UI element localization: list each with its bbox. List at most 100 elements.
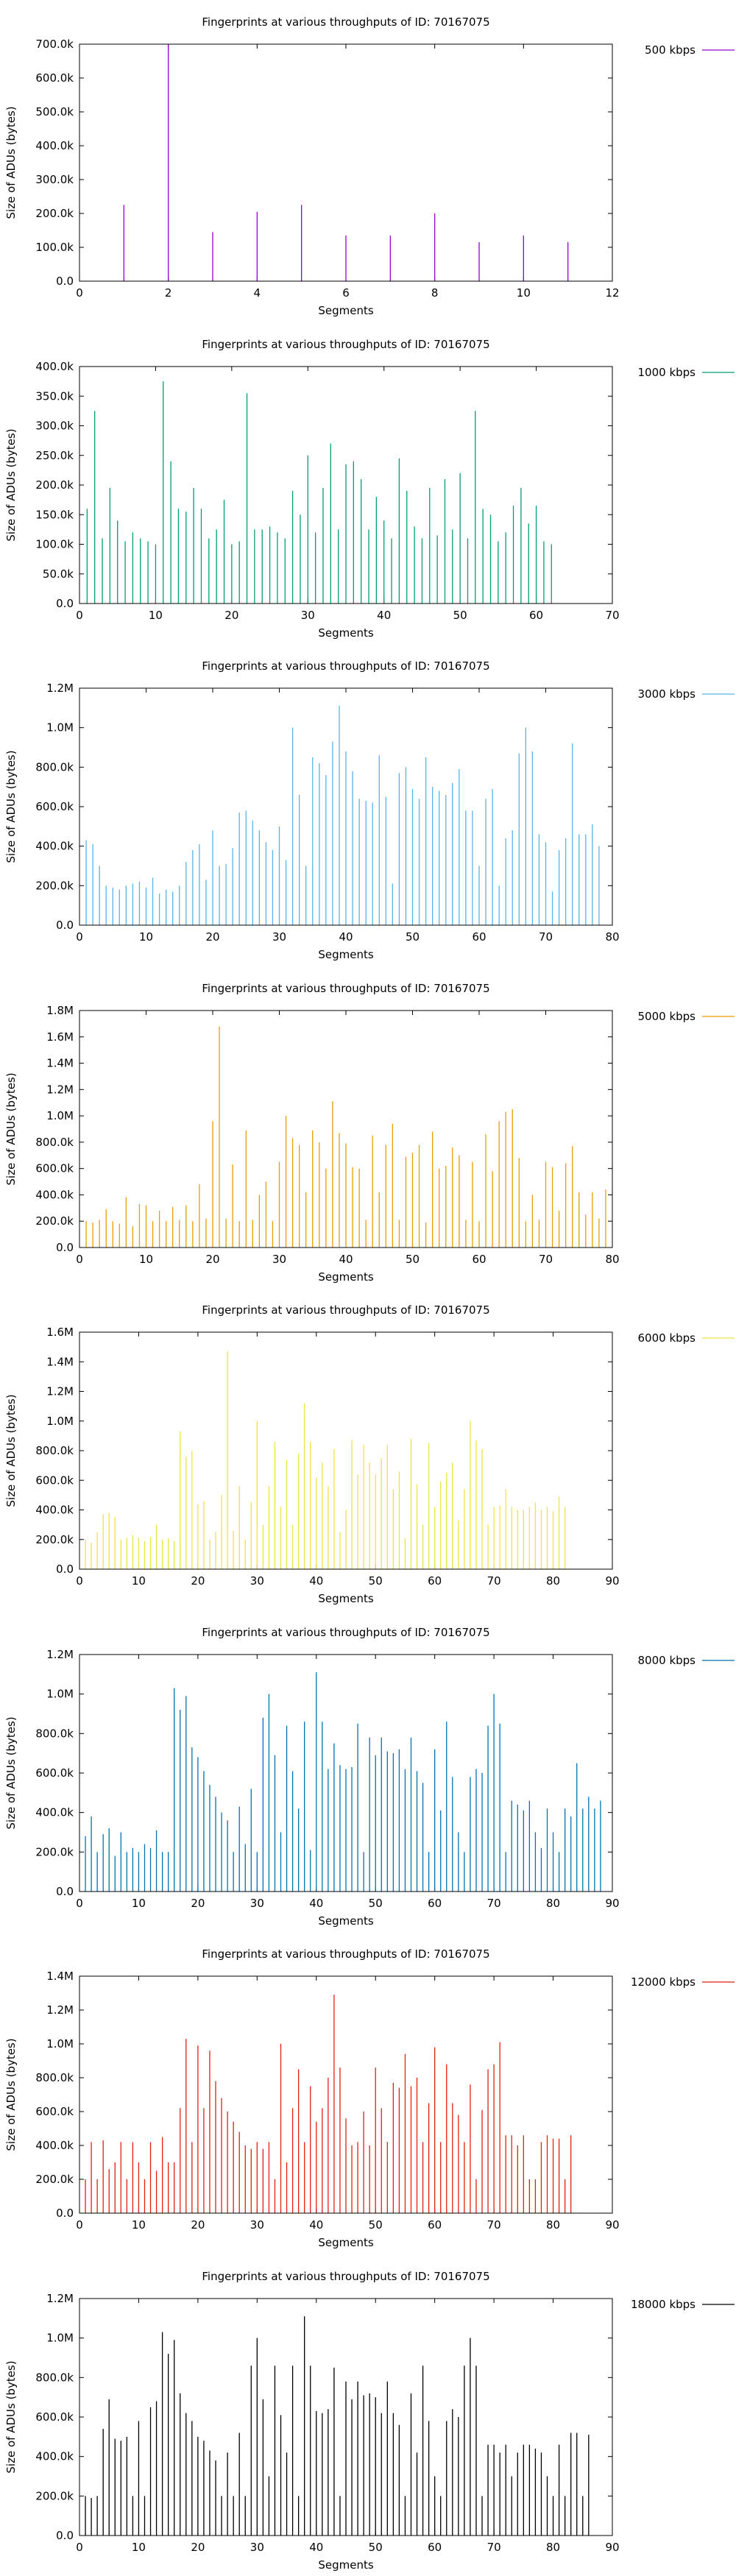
y-tick-label: 400.0k xyxy=(35,1805,74,1819)
y-tick-label: 600.0k xyxy=(35,1766,74,1780)
x-tick-label: 10 xyxy=(132,1574,146,1588)
y-axis-label: Size of ADUs (bytes) xyxy=(4,1394,18,1507)
y-axis-label: Size of ADUs (bytes) xyxy=(4,1072,18,1185)
x-tick-label: 90 xyxy=(605,1897,619,1910)
x-tick-label: 70 xyxy=(487,1897,501,1910)
y-tick-label: 1.0M xyxy=(46,1109,74,1122)
x-tick-label: 70 xyxy=(605,609,619,622)
y-tick-label: 1.2M xyxy=(46,2003,74,2017)
y-tick-label: 1.4M xyxy=(46,1355,74,1368)
x-tick-label: 12 xyxy=(605,286,619,300)
x-tick-label: 0 xyxy=(76,2541,83,2554)
y-tick-label: 200.0k xyxy=(35,478,74,492)
x-tick-label: 10 xyxy=(517,286,531,300)
y-tick-label: 800.0k xyxy=(35,2371,74,2384)
x-tick-label: 60 xyxy=(529,609,543,622)
y-tick-label: 0.0 xyxy=(56,275,74,288)
y-tick-label: 150.0k xyxy=(35,508,74,521)
x-tick-label: 70 xyxy=(487,2218,501,2232)
chart-panel: Fingerprints at various throughputs of I… xyxy=(4,338,735,640)
x-tick-label: 40 xyxy=(339,930,353,944)
y-tick-label: 1.2M xyxy=(46,1385,74,1398)
x-tick-label: 80 xyxy=(546,2541,560,2554)
x-tick-label: 60 xyxy=(428,1897,442,1910)
x-tick-label: 20 xyxy=(191,2541,205,2554)
x-tick-label: 40 xyxy=(309,1897,323,1910)
x-tick-label: 50 xyxy=(453,609,467,622)
y-axis-label: Size of ADUs (bytes) xyxy=(4,1716,18,1829)
y-tick-label: 400.0k xyxy=(35,1504,74,1517)
x-tick-label: 10 xyxy=(132,2541,146,2554)
x-tick-label: 80 xyxy=(546,2218,560,2232)
y-tick-label: 1.4M xyxy=(46,1970,74,1983)
chart-title: Fingerprints at various throughputs of I… xyxy=(202,659,489,673)
y-tick-label: 800.0k xyxy=(35,760,74,774)
x-tick-label: 90 xyxy=(605,2218,619,2232)
x-tick-label: 40 xyxy=(309,2541,323,2554)
y-tick-label: 200.0k xyxy=(35,207,74,220)
x-axis-label: Segments xyxy=(318,1270,374,1284)
chart-title: Fingerprints at various throughputs of I… xyxy=(202,1947,489,1961)
y-tick-label: 200.0k xyxy=(35,879,74,892)
y-tick-label: 0.0 xyxy=(56,597,74,610)
y-tick-label: 600.0k xyxy=(35,800,74,813)
chart-panel: Fingerprints at various throughputs of I… xyxy=(4,659,735,961)
y-tick-label: 250.0k xyxy=(35,448,74,461)
y-tick-label: 350.0k xyxy=(35,389,74,403)
x-tick-label: 70 xyxy=(487,2541,501,2554)
y-tick-label: 300.0k xyxy=(35,173,74,186)
x-tick-label: 20 xyxy=(205,930,219,944)
x-tick-label: 30 xyxy=(250,1574,264,1588)
chart-panel: Fingerprints at various throughputs of I… xyxy=(4,15,735,317)
x-tick-label: 70 xyxy=(487,1574,501,1588)
x-tick-label: 40 xyxy=(309,2218,323,2232)
y-tick-label: 1.0M xyxy=(46,1687,74,1700)
y-tick-label: 1.0M xyxy=(46,1415,74,1428)
x-axis-label: Segments xyxy=(318,304,374,317)
chart-title: Fingerprints at various throughputs of I… xyxy=(202,1303,489,1317)
y-tick-label: 400.0k xyxy=(35,1188,74,1201)
x-tick-label: 50 xyxy=(369,2218,383,2232)
y-tick-label: 0.0 xyxy=(56,2529,74,2542)
x-tick-label: 0 xyxy=(76,1897,83,1910)
x-tick-label: 50 xyxy=(406,930,420,944)
chart-panel: Fingerprints at various throughputs of I… xyxy=(4,1947,735,2249)
chart-title: Fingerprints at various throughputs of I… xyxy=(202,15,489,29)
plot-border xyxy=(79,366,613,604)
y-tick-label: 400.0k xyxy=(35,2139,74,2152)
legend-label: 3000 kbps xyxy=(638,687,696,701)
x-tick-label: 4 xyxy=(254,286,261,300)
y-tick-label: 100.0k xyxy=(35,241,74,254)
x-tick-label: 80 xyxy=(605,930,619,944)
x-tick-label: 50 xyxy=(369,1897,383,1910)
y-tick-label: 1.4M xyxy=(46,1056,74,1069)
y-tick-label: 0.0 xyxy=(56,2207,74,2220)
plot-border xyxy=(79,1010,613,1248)
chart-panel: Fingerprints at various throughputs of I… xyxy=(4,1626,735,1928)
plot-border xyxy=(79,1975,613,2214)
y-tick-label: 600.0k xyxy=(35,1161,74,1175)
y-tick-label: 400.0k xyxy=(35,139,74,152)
y-tick-label: 400.0k xyxy=(35,840,74,853)
x-tick-label: 60 xyxy=(472,1253,486,1266)
y-tick-label: 400.0k xyxy=(35,360,74,373)
y-tick-label: 700.0k xyxy=(35,38,74,51)
x-axis-label: Segments xyxy=(318,626,374,640)
x-axis-label: Segments xyxy=(318,2236,374,2249)
x-axis-label: Segments xyxy=(318,2558,374,2572)
x-tick-label: 20 xyxy=(224,609,238,622)
x-tick-label: 10 xyxy=(132,1897,146,1910)
x-tick-label: 60 xyxy=(428,2541,442,2554)
y-tick-label: 600.0k xyxy=(35,1473,74,1487)
x-tick-label: 10 xyxy=(149,609,163,622)
plot-border xyxy=(79,687,613,926)
y-tick-label: 800.0k xyxy=(35,1444,74,1457)
legend-label: 5000 kbps xyxy=(638,1010,696,1023)
x-tick-label: 30 xyxy=(272,930,286,944)
x-tick-label: 2 xyxy=(165,286,172,300)
y-tick-label: 1.2M xyxy=(46,1083,74,1096)
y-tick-label: 1.0M xyxy=(46,721,74,735)
x-tick-label: 20 xyxy=(191,2218,205,2232)
x-tick-label: 50 xyxy=(369,1574,383,1588)
